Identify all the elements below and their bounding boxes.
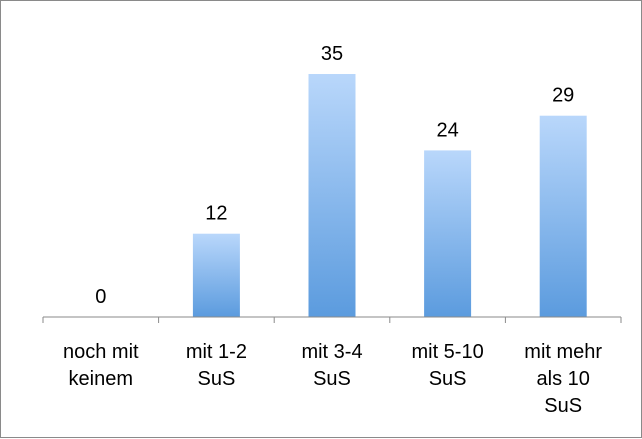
x-tick-label-1-line-1: SuS: [197, 368, 235, 390]
x-axis: [42, 316, 622, 323]
bar-1: [192, 233, 240, 317]
x-tick-label-3-line-0: mit 5-10: [411, 341, 483, 363]
x-tick-label-4-line-1: als 10: [537, 368, 590, 390]
x-tick-label-1-line-0: mit 1-2: [186, 341, 247, 363]
value-label-1: 12: [205, 203, 227, 225]
value-labels: 0 12 35 24 29: [95, 43, 574, 308]
x-tick-label-4-line-2: SuS: [544, 395, 582, 417]
x-tick-label-1: mit 1-2 SuS: [186, 341, 247, 390]
x-tick-label-2: mit 3-4 SuS: [301, 341, 362, 390]
value-label-4: 29: [552, 85, 574, 107]
x-tick-label-2-line-0: mit 3-4: [301, 341, 362, 363]
value-label-0: 0: [95, 286, 106, 308]
bar-4: [539, 115, 587, 317]
x-tick-label-3: mit 5-10 SuS: [411, 341, 483, 390]
x-tick-label-4-line-0: mit mehr: [524, 341, 602, 363]
x-tick-label-3-line-1: SuS: [429, 368, 467, 390]
value-label-2: 35: [321, 43, 343, 65]
x-tick-label-0-line-1: keinem: [69, 368, 133, 390]
x-tick-label-0: noch mit keinem: [63, 341, 139, 390]
x-tick-label-0-line-0: noch mit: [63, 341, 139, 363]
bar-2: [308, 74, 356, 317]
bar-3: [424, 150, 472, 317]
bars-layer: [192, 74, 587, 317]
x-tick-label-4: mit mehr als 10 SuS: [524, 341, 602, 417]
value-label-3: 24: [436, 119, 458, 141]
x-tick-label-2-line-1: SuS: [313, 368, 351, 390]
